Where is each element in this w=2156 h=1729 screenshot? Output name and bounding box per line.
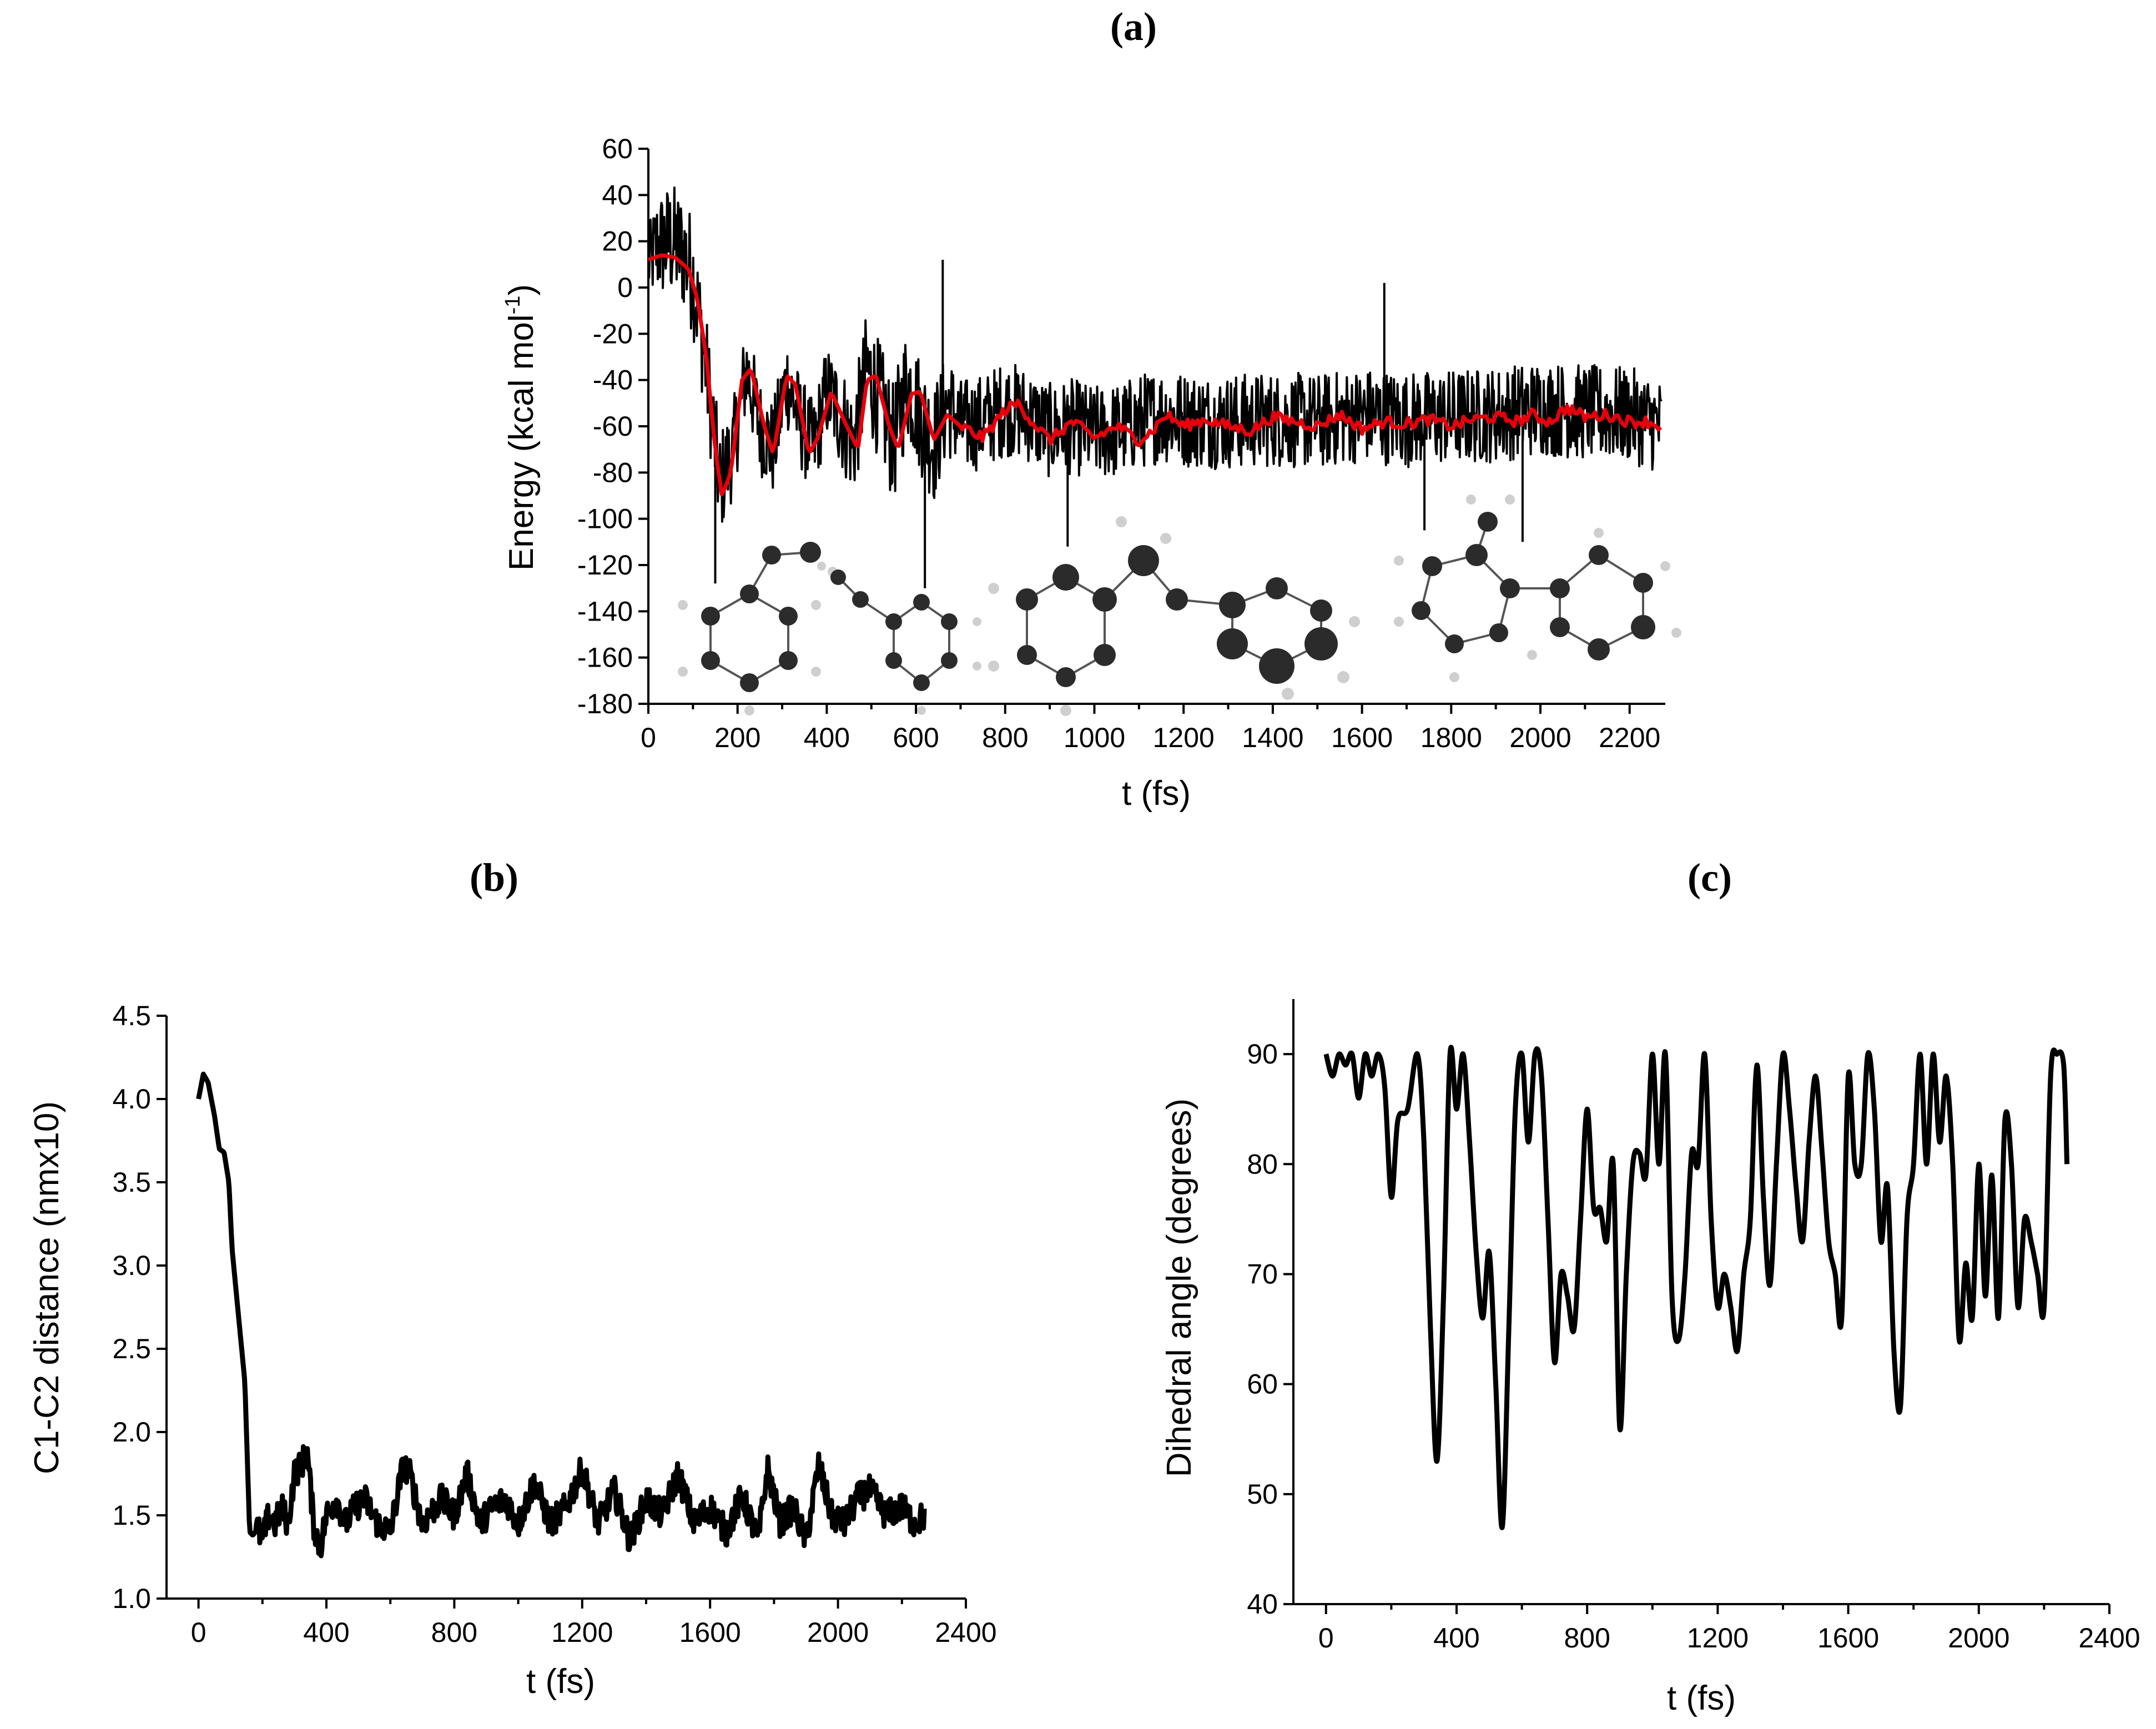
molecular-structures xyxy=(678,495,1681,716)
x-tick-label-b: 800 xyxy=(431,1617,477,1648)
y-tick-label-a: -120 xyxy=(577,550,633,581)
y-tick-label-a: 20 xyxy=(602,226,633,257)
y-tick-label-a: -100 xyxy=(577,503,633,535)
y-tick-label-a: 60 xyxy=(602,133,633,164)
x-tick-label-a: 0 xyxy=(641,722,656,753)
x-tick-label-b: 0 xyxy=(191,1617,206,1648)
y-tick-label-b: 4.5 xyxy=(112,1000,151,1031)
dihedral-series-group: 0 400 800 1200 1600 2000 2400 40 50 60 70 80 90 xyxy=(1247,999,2140,1654)
x-tick-label-a: 2000 xyxy=(1509,722,1571,753)
y-tick-label-c: 40 xyxy=(1247,1589,1278,1620)
dihedral-chart-ylabel: Dihedral angle (degrees) xyxy=(1160,1098,1198,1477)
y-tick-label-a: 40 xyxy=(602,179,633,210)
y-tick-label-c: 70 xyxy=(1247,1258,1278,1289)
x-tick-label-a: 400 xyxy=(804,722,850,753)
distance-chart-xlabel: t (fs) xyxy=(526,1662,595,1701)
y-tick-label-b: 3.5 xyxy=(112,1167,151,1198)
energy-chart: (a) 0 200 400 600 800 1000 1200 1400 1600 1800 200… xyxy=(501,4,1681,813)
x-tick-label-a: 200 xyxy=(714,722,760,753)
y-tick-label-b: 2.0 xyxy=(112,1417,151,1448)
x-tick-label-c: 400 xyxy=(1433,1622,1479,1654)
panel-c-tag: (c) xyxy=(1687,855,1732,900)
y-tick-label-a: -60 xyxy=(593,411,633,442)
molecule-dimer-right xyxy=(1394,495,1681,682)
distance-line xyxy=(196,1071,927,1559)
x-tick-label-a: 1600 xyxy=(1331,722,1393,753)
x-tick-label-b: 2400 xyxy=(935,1617,996,1648)
y-tick-label-a: -140 xyxy=(577,596,633,627)
dihedral-chart: (c) 0 400 800 1200 1600 2000 2400405060708090 … xyxy=(1160,855,2140,1717)
energy-ylabel-main: Energy (kcal mol xyxy=(502,314,541,571)
dihedral-chart-xlabel: t (fs) xyxy=(1667,1679,1736,1717)
x-tick-label-b: 2000 xyxy=(807,1617,869,1648)
distance-chart: (b) 0 400 800 1200 1600 2000 2400 1.0 1.5 2.0 2.5 3… xyxy=(28,855,997,1701)
y-tick-label-a: -180 xyxy=(577,688,633,719)
energy-ylabel-end: ) xyxy=(502,284,541,296)
y-tick-label-b: 4.0 xyxy=(112,1083,151,1115)
panel-b-tag: (b) xyxy=(470,855,518,900)
x-tick-label-a: 600 xyxy=(893,722,939,753)
y-tick-label-c: 90 xyxy=(1247,1039,1278,1070)
x-tick-label-c: 1200 xyxy=(1687,1622,1749,1654)
energy-series-group: 0 200 400 600 800 1000 1200 1400 1600 1800 2000 220… xyxy=(577,133,1665,753)
molecule-dimer-middle xyxy=(988,516,1360,716)
y-tick-label-b: 1.5 xyxy=(112,1500,151,1531)
molecule-benzyl-pair xyxy=(678,542,838,715)
x-tick-label-a: 1400 xyxy=(1242,722,1303,753)
x-tick-label-c: 2400 xyxy=(2078,1622,2140,1654)
x-tick-label-b: 1600 xyxy=(679,1617,741,1648)
x-tick-label-b: 400 xyxy=(303,1617,349,1648)
x-tick-label-c: 2000 xyxy=(1948,1622,2009,1654)
x-tick-label-a: 800 xyxy=(982,722,1028,753)
y-tick-label-a: -160 xyxy=(577,642,633,673)
energy-average-line xyxy=(647,253,1663,497)
molecule-benzyl-second xyxy=(817,562,981,715)
y-tick-label-b: 3.0 xyxy=(112,1250,151,1281)
y-tick-label-c: 60 xyxy=(1247,1369,1278,1400)
dihedral-line xyxy=(1323,1045,2070,1530)
y-tick-label-a: 0 xyxy=(617,272,633,303)
distance-chart-ylabel: C1-C2 distance (nmx10) xyxy=(28,1101,66,1474)
y-tick-label-a: -40 xyxy=(593,365,633,396)
y-tick-label-c: 80 xyxy=(1247,1148,1278,1179)
x-tick-label-a: 1800 xyxy=(1420,722,1482,753)
x-tick-label-c: 0 xyxy=(1318,1622,1334,1654)
x-tick-label-a: 2200 xyxy=(1599,722,1660,753)
y-tick-label-b: 1.0 xyxy=(112,1583,151,1614)
y-tick-label-b: 2.5 xyxy=(112,1333,151,1364)
distance-series-group: 0 400 800 1200 1600 2000 2400 1.0 1.5 2.0 2.5 3.0 3.… xyxy=(112,1000,996,1648)
energy-chart-ylabel: Energy (kcal mol-1) xyxy=(501,284,541,571)
x-tick-label-b: 1200 xyxy=(551,1617,613,1648)
energy-raw-line xyxy=(647,186,1663,588)
y-tick-label-a: -20 xyxy=(593,318,633,349)
y-tick-label-c: 50 xyxy=(1247,1479,1278,1510)
panel-a-tag: (a) xyxy=(1110,4,1157,49)
x-tick-label-c: 800 xyxy=(1564,1622,1610,1654)
x-tick-label-a: 1200 xyxy=(1153,722,1215,753)
energy-chart-xlabel: t (fs) xyxy=(1122,774,1191,813)
x-tick-label-c: 1600 xyxy=(1817,1622,1879,1654)
y-tick-label-a: -80 xyxy=(593,457,633,488)
x-tick-label-a: 1000 xyxy=(1064,722,1125,753)
energy-ylabel-sup: -1 xyxy=(501,296,525,315)
